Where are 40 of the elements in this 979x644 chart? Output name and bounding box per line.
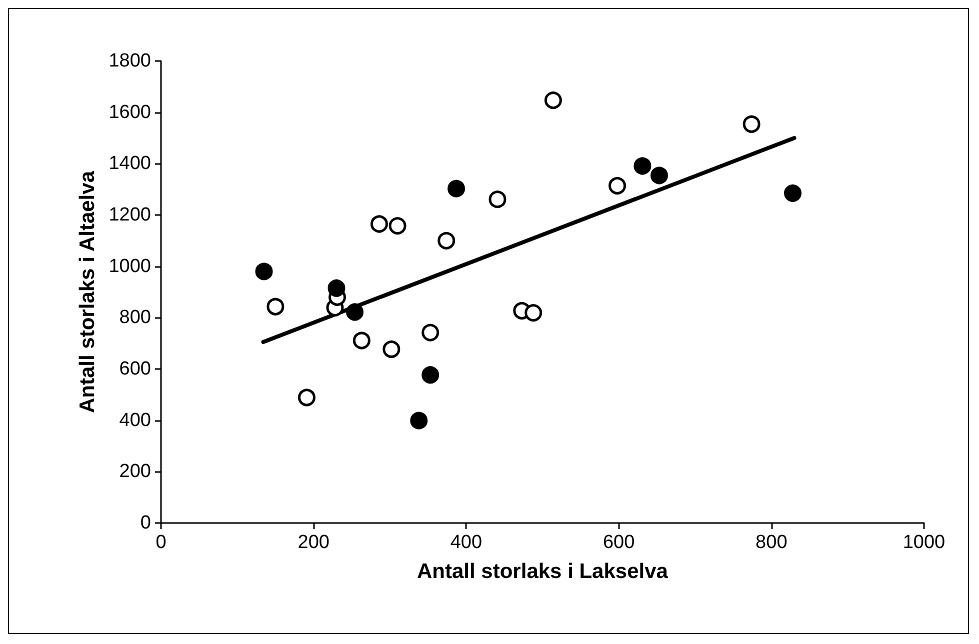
y-axis-title: Antall storlaks i Altaelva [76, 170, 99, 413]
point [328, 279, 346, 297]
point [422, 324, 440, 342]
y-tick-label: 600 [119, 358, 151, 380]
point [346, 303, 364, 321]
point [438, 232, 456, 250]
y-tick-label: 1600 [108, 102, 151, 123]
point [422, 366, 440, 384]
point [742, 115, 760, 133]
x-tick-label: 800 [756, 532, 788, 553]
point [544, 92, 562, 110]
point [650, 166, 668, 184]
y-tick-label: 1200 [108, 204, 151, 226]
point [388, 217, 406, 235]
point [784, 184, 802, 202]
point [266, 298, 284, 316]
x-tick-label: 400 [450, 532, 482, 553]
y-tick-label: 1000 [108, 256, 151, 277]
y-tick-label: 400 [119, 410, 151, 431]
x-tick-label: 200 [298, 532, 330, 553]
y-tick-label: 200 [119, 461, 151, 482]
point [370, 215, 388, 233]
y-tick-label: 1800 [108, 50, 151, 72]
point [382, 340, 400, 358]
point [608, 176, 626, 194]
point [352, 332, 370, 350]
x-tick-label: 1000 [902, 532, 946, 553]
point [298, 388, 316, 406]
point [410, 412, 428, 430]
y-tick-label: 0 [140, 512, 151, 534]
x-tick-label: 600 [602, 532, 635, 553]
point [634, 157, 652, 175]
point [448, 180, 466, 198]
point [524, 304, 542, 322]
y-tick-label: 800 [119, 307, 151, 328]
x-axis-title: Antall storlaks i Lakselva [417, 560, 668, 583]
y-tick-label: 1400 [108, 153, 151, 174]
point [255, 262, 273, 280]
point [488, 190, 506, 208]
x-tick-label: 0 [156, 532, 166, 553]
